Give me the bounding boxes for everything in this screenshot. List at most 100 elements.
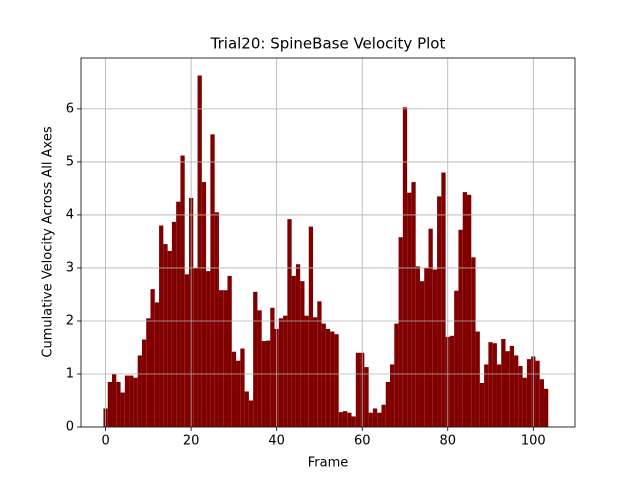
- x-tick-label: 40: [268, 434, 285, 449]
- bar: [402, 107, 408, 428]
- bar: [218, 290, 224, 427]
- bar: [304, 315, 309, 427]
- bar: [342, 411, 348, 427]
- bar: [501, 338, 506, 427]
- bar: [518, 366, 523, 427]
- bar: [377, 412, 382, 427]
- bar: [526, 359, 532, 427]
- bar: [407, 192, 412, 427]
- bar: [193, 267, 198, 427]
- bar: [295, 264, 301, 427]
- bar: [244, 391, 249, 427]
- bar: [325, 328, 331, 427]
- bar: [240, 348, 245, 427]
- bar: [432, 269, 438, 427]
- bar: [287, 219, 292, 427]
- bar: [107, 381, 113, 427]
- y-tick-label: 3: [66, 260, 74, 275]
- bar: [321, 323, 326, 427]
- bar: [458, 229, 463, 427]
- x-tick-label: 80: [439, 434, 456, 449]
- bar: [171, 221, 177, 427]
- bar: [355, 352, 361, 427]
- bar: [124, 375, 130, 427]
- bar: [129, 375, 134, 427]
- bar: [330, 331, 335, 427]
- y-tick-label: 2: [66, 313, 74, 328]
- bar: [385, 381, 391, 427]
- y-tick-label: 5: [66, 154, 74, 169]
- x-tick-label: 100: [521, 434, 546, 449]
- bar: [206, 271, 211, 427]
- bar: [184, 274, 189, 427]
- bar: [364, 367, 369, 427]
- y-axis-label: Cumulative Velocity Across All Axes: [41, 126, 56, 357]
- bar: [253, 291, 258, 427]
- bar: [133, 377, 138, 427]
- bar: [146, 318, 151, 427]
- bar: [338, 412, 343, 427]
- bar: [539, 379, 544, 427]
- bar: [137, 355, 142, 427]
- y-tick-label: 6: [66, 101, 74, 116]
- bar: [505, 351, 510, 427]
- bar: [415, 266, 420, 427]
- bar: [112, 373, 117, 427]
- bar: [300, 281, 305, 427]
- bar: [535, 360, 540, 427]
- bar: [116, 381, 121, 427]
- bar: [278, 318, 284, 427]
- bar: [522, 377, 527, 427]
- bar: [201, 182, 207, 427]
- bar: [347, 412, 352, 427]
- y-tick-label: 4: [66, 207, 74, 222]
- bar: [180, 155, 185, 427]
- bar: [492, 343, 497, 427]
- bar: [394, 323, 399, 427]
- x-axis-label: Frame: [308, 456, 349, 471]
- bar: [441, 172, 446, 427]
- bar: [223, 290, 228, 427]
- bar: [479, 382, 485, 427]
- bar: [261, 341, 266, 427]
- y-tick-label: 0: [66, 420, 74, 435]
- bar: [471, 257, 476, 427]
- bar: [437, 196, 442, 427]
- x-tick-label: 60: [354, 434, 371, 449]
- bar: [462, 192, 468, 427]
- bar: [317, 301, 322, 427]
- bar: [291, 275, 296, 427]
- bar: [454, 290, 459, 427]
- bar: [176, 201, 181, 427]
- bar: [449, 335, 455, 427]
- bar: [334, 334, 339, 427]
- bar: [197, 75, 202, 427]
- bar: [227, 275, 232, 427]
- bar: [424, 267, 429, 427]
- bar: [163, 244, 168, 427]
- bar: [257, 310, 262, 427]
- bar: [231, 351, 237, 427]
- bar: [141, 339, 147, 427]
- bar: [398, 237, 403, 427]
- bar: [159, 225, 164, 427]
- bar: [351, 416, 356, 427]
- bar: [419, 281, 425, 427]
- bar: [154, 302, 160, 427]
- bar: [248, 400, 254, 427]
- bar: [390, 364, 395, 427]
- bar: [488, 342, 493, 427]
- bar: [210, 134, 215, 427]
- bar: [236, 360, 241, 427]
- bar: [475, 331, 480, 427]
- bar: [467, 194, 472, 427]
- chart-title: Trial20: SpineBase Velocity Plot: [210, 35, 446, 53]
- bar: [381, 404, 386, 427]
- bar: [411, 182, 416, 427]
- bar: [509, 345, 515, 427]
- bar: [313, 317, 318, 427]
- bar: [283, 315, 288, 427]
- bar: [428, 228, 433, 427]
- x-tick-label: 20: [183, 434, 200, 449]
